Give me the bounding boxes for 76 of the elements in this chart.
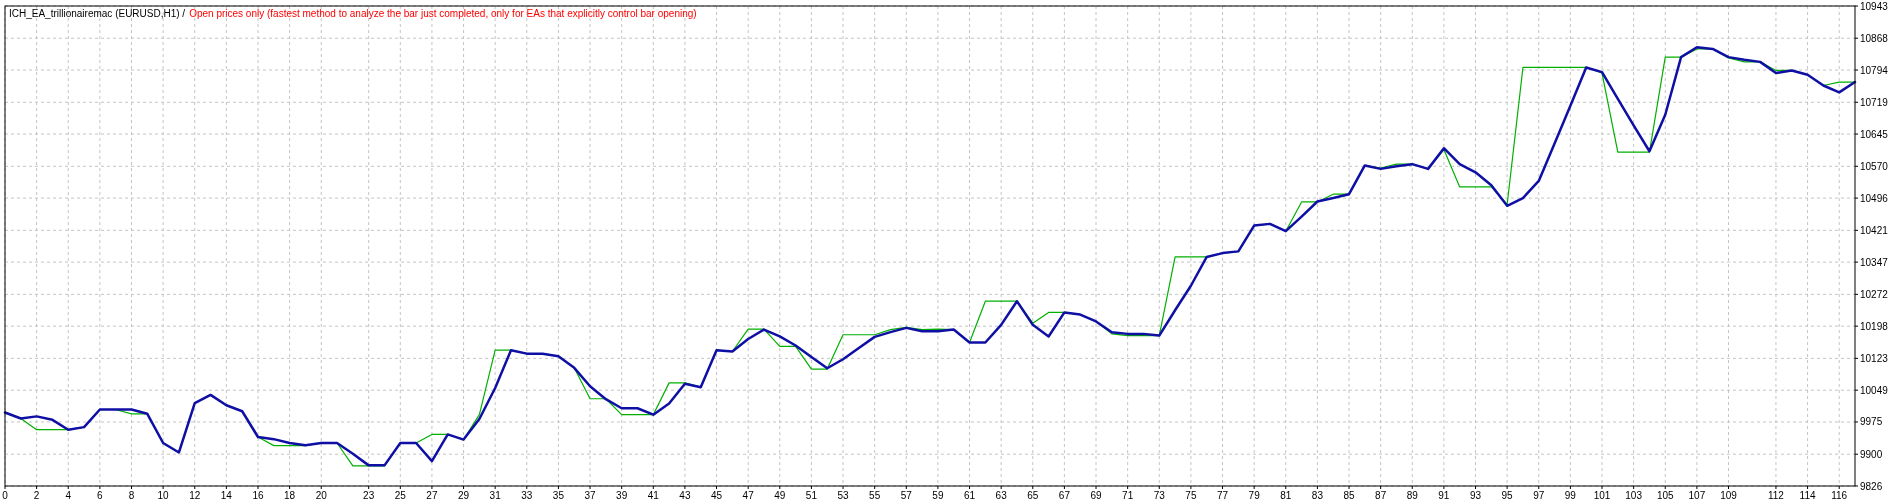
x-tick-label: 95 [1501,490,1514,501]
x-tick-label: 45 [710,490,723,501]
x-tick-label: 71 [1122,490,1134,501]
x-tick-label: 116 [1831,490,1848,501]
x-tick-label: 41 [647,490,660,501]
x-tick-label: 79 [1248,490,1261,501]
x-tick-label: 2 [33,490,40,501]
x-tick-label: 109 [1720,490,1738,501]
y-tick-label: 10421 [1860,224,1889,236]
x-tick-label: 81 [1280,490,1292,501]
y-tick-label: 9900 [1860,448,1883,460]
x-tick-label: 63 [995,490,1008,501]
y-tick-label: 10719 [1860,96,1889,108]
y-tick-label: 10496 [1860,192,1889,204]
y-tick-label: 10794 [1860,64,1889,76]
y-tick-label: 10570 [1860,160,1889,172]
y-tick-label: 10868 [1860,32,1889,44]
x-tick-label: 97 [1533,490,1545,501]
y-tick-label: 10943 [1860,0,1889,12]
y-tick-label: 9826 [1860,480,1883,492]
x-tick-label: 39 [616,490,628,501]
x-tick-label: 43 [679,490,691,501]
y-tick-label: 10645 [1860,128,1889,140]
x-tick-label: 61 [963,490,976,501]
x-tick-label: 69 [1090,490,1103,501]
y-tick-label: 10049 [1860,384,1889,396]
x-tick-label: 75 [1185,490,1197,501]
x-tick-label: 87 [1375,490,1387,501]
x-tick-label: 53 [837,490,850,501]
x-tick-label: 37 [584,490,597,501]
x-tick-label: 10 [157,490,170,501]
x-tick-label: 103 [1625,490,1643,501]
x-tick-label: 27 [426,490,438,501]
x-tick-label: 29 [457,490,470,501]
y-tick-label: 9975 [1860,416,1883,428]
y-tick-label: 10198 [1860,320,1889,332]
chart-subtitle: Open prices only (fastest method to analyze the bar just completed, only for EAs that explicitly control bar opening) [189,8,697,19]
x-tick-label: 93 [1469,490,1482,501]
x-tick-label: 20 [315,490,328,501]
x-tick-label: 83 [1311,490,1324,501]
x-tick-label: 59 [932,490,944,501]
x-tick-label: 47 [742,490,755,501]
y-tick-label: 10123 [1860,352,1889,364]
x-tick-label: 8 [128,490,135,501]
x-tick-label: 55 [869,490,881,501]
x-tick-label: 91 [1438,490,1450,501]
x-tick-label: 6 [97,490,104,501]
x-tick-label: 73 [1153,490,1166,501]
x-tick-label: 35 [552,490,565,501]
y-tick-label: 10347 [1860,256,1889,268]
x-tick-label: 12 [189,490,201,501]
x-tick-label: 16 [252,490,264,501]
chart-title: ICH_EA_trillionairemac (EURUSD,H1) / [9,8,186,19]
x-tick-label: 18 [284,490,296,501]
x-tick-label: 114 [1799,490,1816,501]
x-tick-label: 14 [220,490,233,501]
x-tick-label: 67 [1058,490,1071,501]
x-tick-label: 4 [65,490,72,501]
x-tick-label: 112 [1767,490,1785,501]
x-tick-label: 105 [1656,490,1675,501]
x-tick-label: 101 [1593,490,1611,501]
x-tick-label: 31 [489,490,502,501]
x-tick-label: 0 [2,490,9,501]
x-tick-label: 89 [1406,490,1419,501]
x-tick-label: 107 [1688,490,1706,501]
x-tick-label: 23 [363,490,375,501]
x-tick-label: 57 [900,490,913,501]
x-tick-label: 25 [394,490,407,501]
y-tick-label: 10272 [1860,288,1889,300]
x-tick-label: 65 [1027,490,1039,501]
x-tick-label: 99 [1564,490,1577,501]
x-tick-label: 33 [521,490,533,501]
x-tick-label: 49 [774,490,786,501]
x-tick-label: 77 [1216,490,1229,501]
x-tick-label: 85 [1343,490,1356,501]
x-tick-label: 51 [805,490,818,501]
